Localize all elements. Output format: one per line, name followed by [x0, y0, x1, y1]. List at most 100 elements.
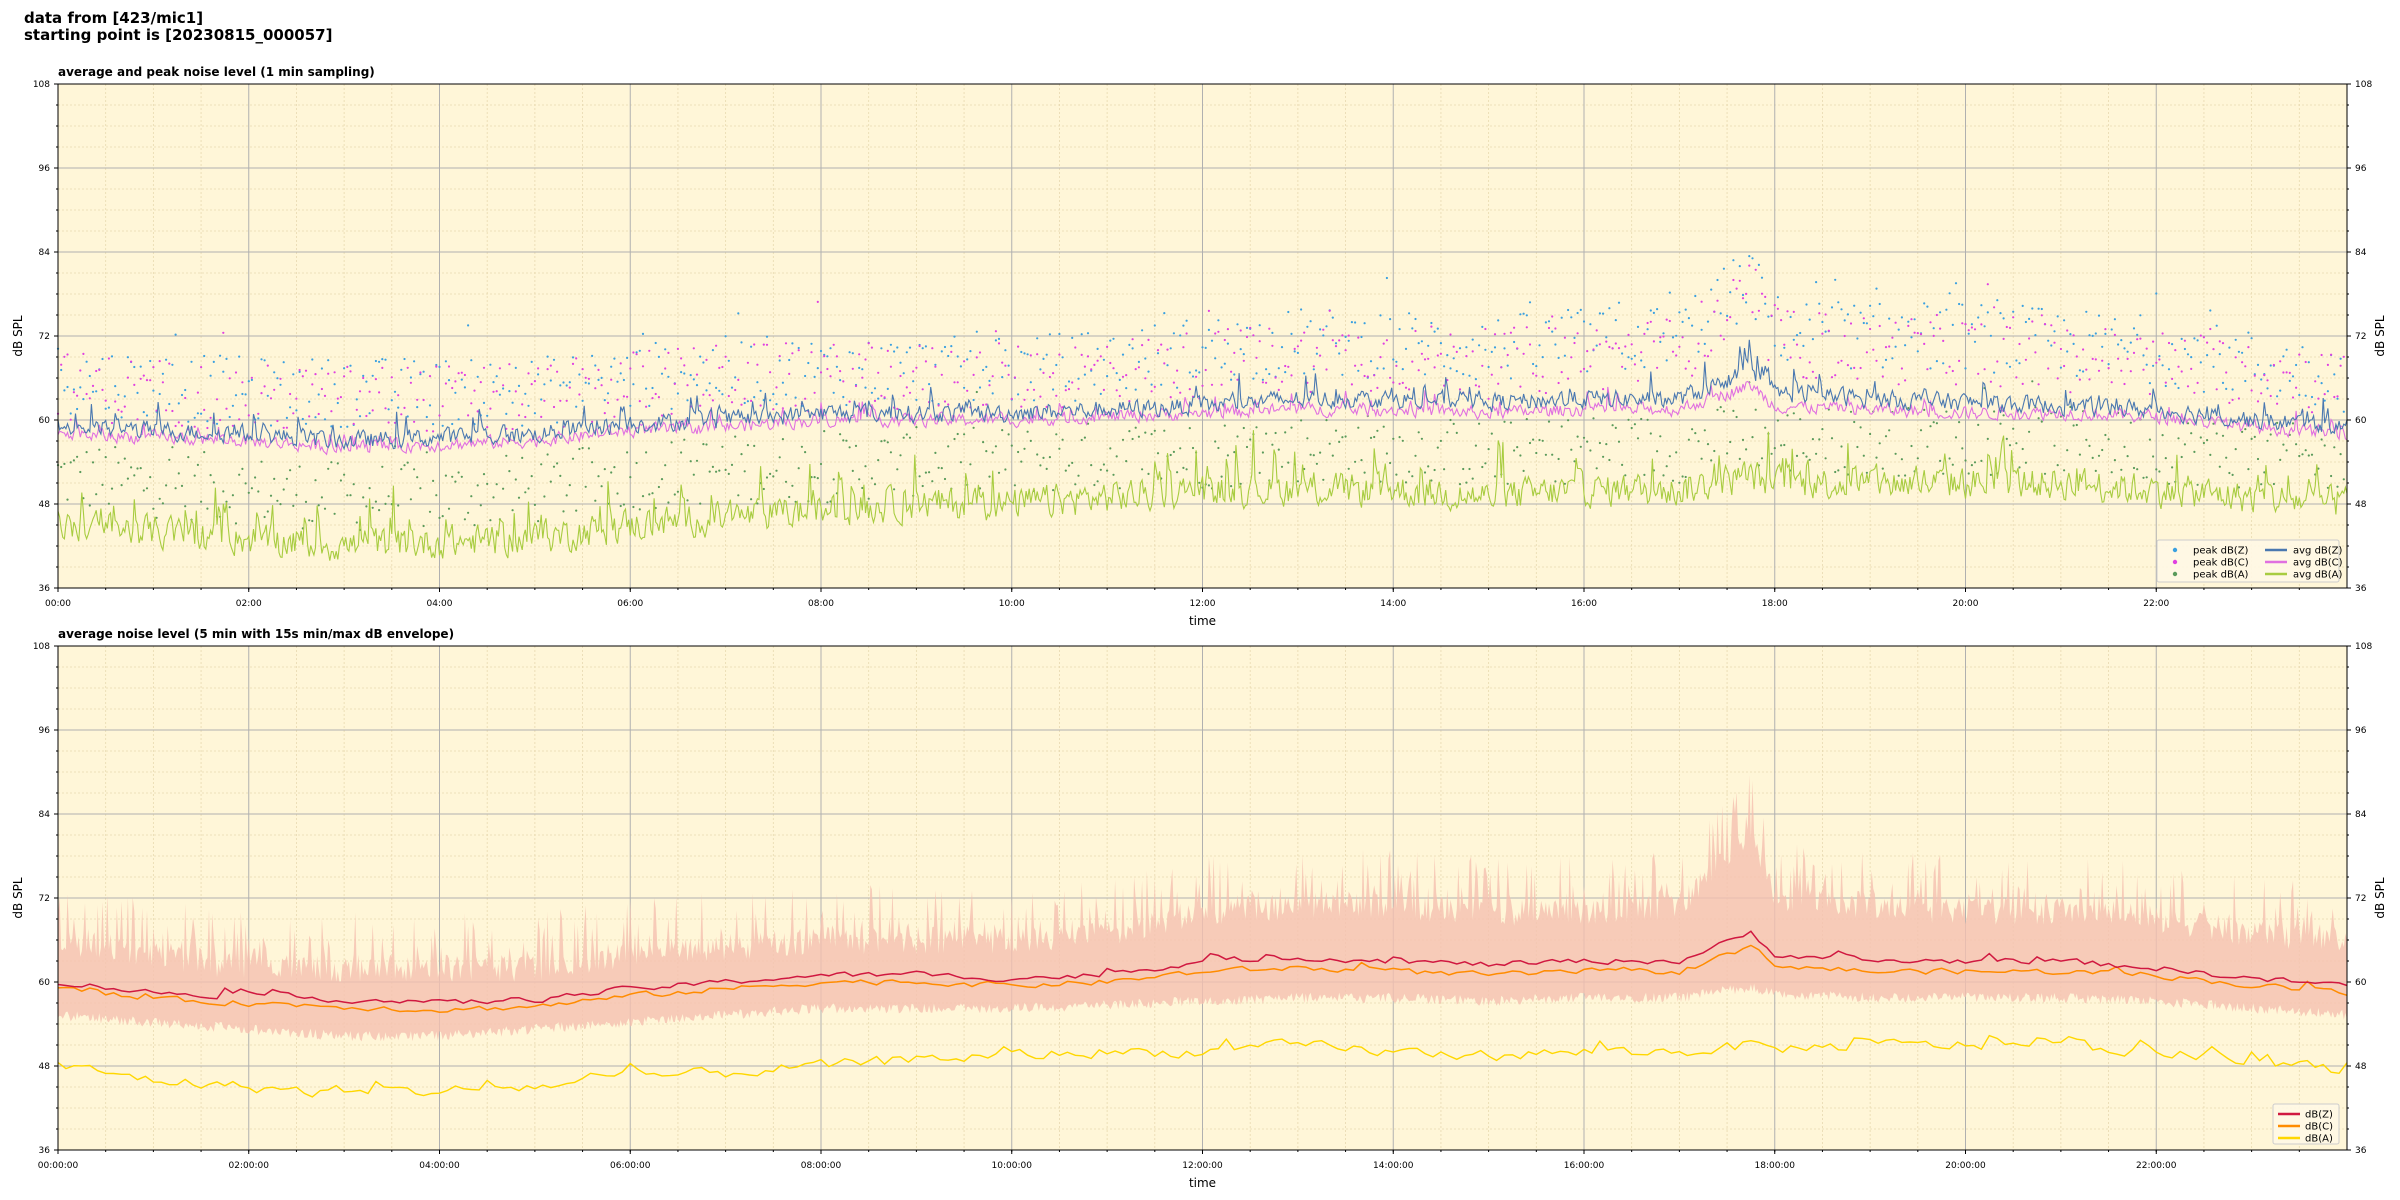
peak-point [1570, 356, 1573, 359]
peak-point [1856, 337, 1859, 340]
peak-point [1624, 367, 1627, 370]
x-axis-label: time [1189, 614, 1216, 628]
peak-point [234, 522, 238, 525]
peak-point [1458, 388, 1462, 391]
peak-point [447, 379, 451, 382]
peak-point [845, 439, 848, 442]
peak-point [762, 343, 765, 346]
peak-point [72, 388, 75, 391]
peak-point [2180, 370, 2183, 373]
peak-point [832, 391, 835, 394]
peak-point [753, 396, 756, 399]
peak-point [724, 335, 727, 338]
peak-point [1805, 455, 1808, 458]
peak-point [715, 386, 718, 389]
peak-point [406, 415, 409, 418]
peak-point [1319, 354, 1322, 357]
peak-point [403, 464, 406, 467]
peak-point [1156, 352, 1160, 355]
peak-point [1525, 326, 1528, 329]
peak-point [2053, 341, 2056, 344]
peak-point [177, 402, 180, 405]
peak-point [2120, 339, 2123, 342]
peak-point [756, 363, 759, 366]
peak-point [641, 495, 645, 498]
peak-point [1112, 367, 1115, 370]
peak-point [1064, 469, 1067, 472]
peak-point [1745, 301, 1748, 304]
peak-point [2142, 368, 2145, 371]
peak-point [2333, 373, 2336, 376]
series-db-a [57, 1034, 2348, 1098]
peak-point [778, 359, 781, 362]
peak-point [2314, 403, 2317, 406]
peak-point [1869, 304, 1872, 307]
peak-point [409, 498, 412, 501]
peak-point [947, 445, 950, 448]
peak-point [1360, 335, 1363, 339]
peak-point [905, 351, 908, 354]
peak-point [323, 418, 327, 421]
peak-point [651, 397, 654, 400]
peak-point [540, 463, 543, 466]
peak-point [2161, 434, 2164, 437]
peak-point [2298, 353, 2301, 356]
peak-point [2234, 356, 2237, 359]
peak-point [2225, 387, 2228, 390]
peak-point [2326, 390, 2329, 393]
peak-point [2320, 353, 2323, 357]
peak-point [578, 447, 581, 451]
peak-point [1684, 475, 1687, 479]
peak-point [2088, 444, 2091, 447]
peak-point [2034, 351, 2037, 354]
peak-point [1726, 452, 1729, 455]
peak-point [743, 470, 746, 473]
peak-point [1255, 372, 1258, 375]
peak-point [2034, 334, 2037, 337]
peak-point [1125, 387, 1128, 390]
peak-point [584, 376, 587, 379]
peak-point [511, 427, 514, 431]
peak-point [1010, 397, 1013, 400]
peak-point [1179, 391, 1182, 394]
peak-point [835, 365, 839, 368]
peak-point [1509, 331, 1512, 334]
peak-point [76, 394, 79, 397]
peak-point [486, 426, 489, 429]
peak-point [1172, 381, 1175, 384]
peak-point [2228, 346, 2231, 349]
peak-point [648, 404, 651, 407]
peak-point [1179, 447, 1182, 450]
peak-point [1077, 387, 1080, 390]
peak-point [314, 373, 317, 376]
peak-point [467, 324, 470, 327]
peak-point [1449, 367, 1452, 370]
peak-point [715, 344, 718, 347]
peak-point [2304, 360, 2307, 364]
peak-point [1954, 383, 1958, 386]
peak-point [972, 398, 975, 402]
peak-point [848, 400, 851, 403]
peak-point [400, 368, 403, 371]
peak-point [1436, 327, 1439, 330]
xtick-label: 06:00 [617, 599, 643, 609]
peak-point [670, 412, 673, 415]
peak-point [2056, 315, 2059, 318]
peak-point [2288, 379, 2291, 382]
peak-point [543, 399, 546, 402]
peak-point [581, 399, 584, 402]
peak-point [1503, 420, 1506, 423]
peak-point [858, 366, 861, 369]
peak-point [1942, 339, 1945, 342]
peak-point [1697, 342, 1700, 345]
peak-point [110, 487, 114, 490]
peak-point [584, 485, 587, 488]
peak-point [2085, 438, 2088, 441]
peak-point [244, 482, 247, 485]
ytick-label-left: 48 [39, 500, 51, 510]
peak-point [165, 484, 168, 487]
peak-point [788, 358, 791, 362]
peak-point [1770, 452, 1773, 455]
peak-point [931, 347, 934, 350]
peak-point [1007, 373, 1010, 376]
